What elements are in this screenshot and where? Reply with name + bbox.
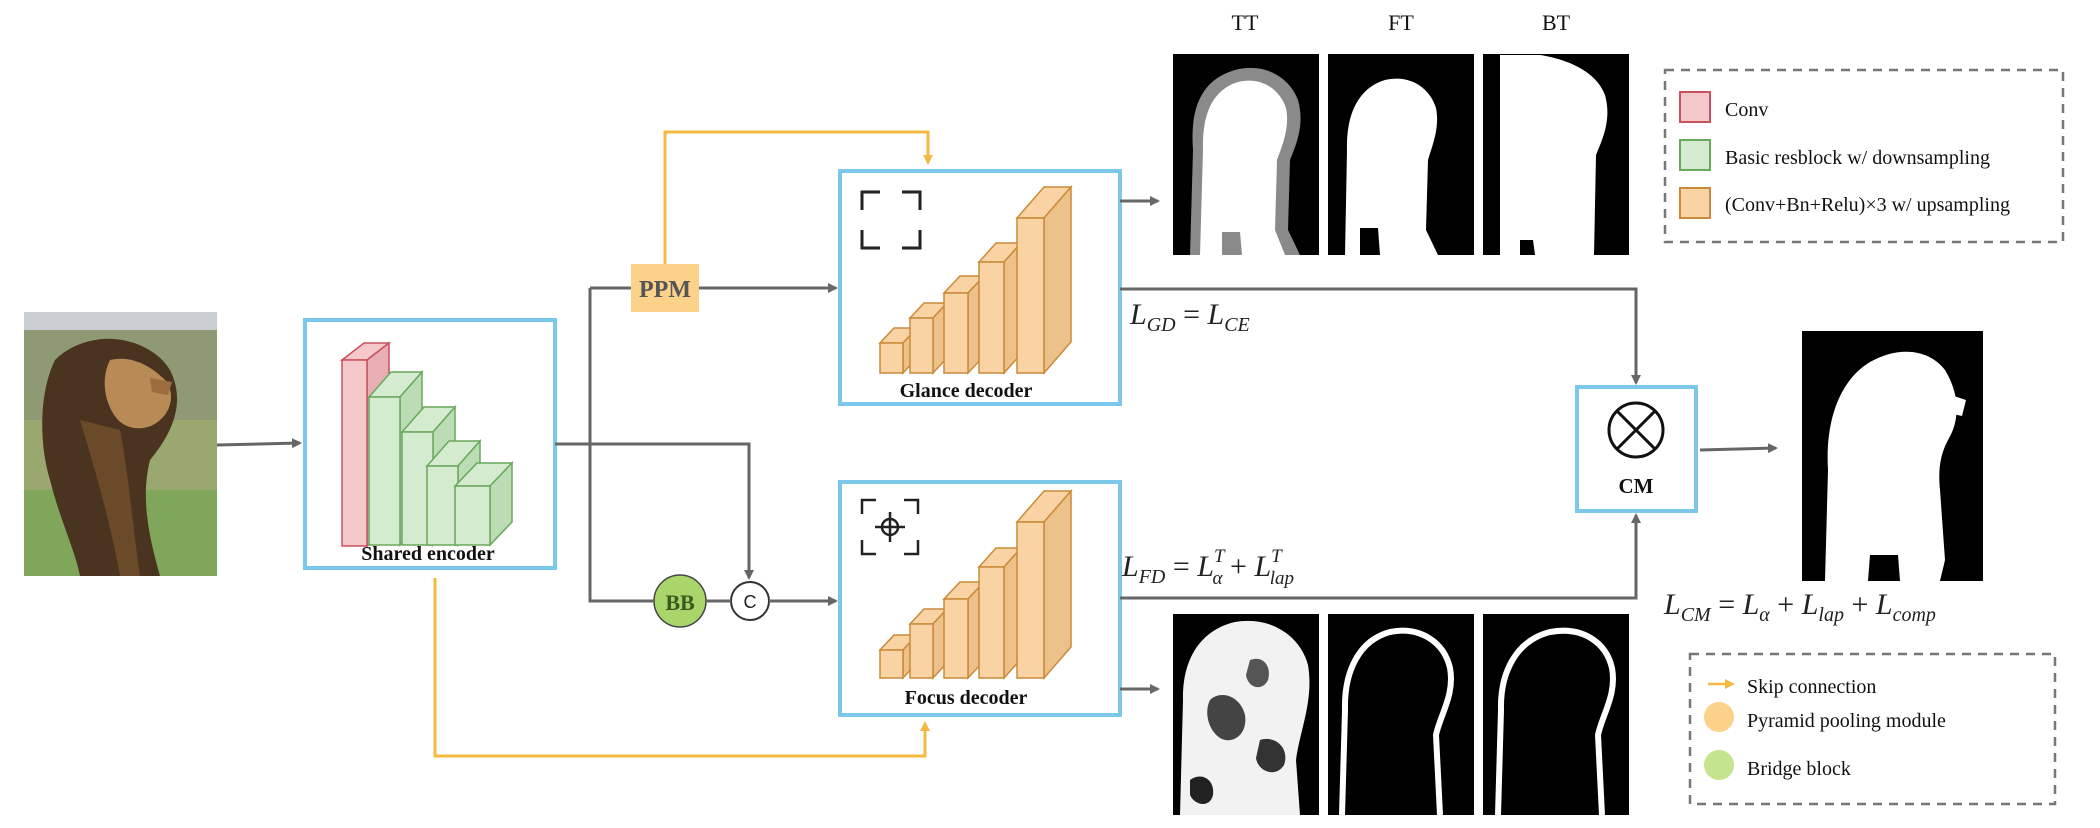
legend-bb-label: Bridge block: [1747, 758, 1851, 780]
legend-upsample-label: (Conv+Bn+Relu)×3 w/ upsampling: [1725, 194, 2010, 216]
cm-frame: [1575, 385, 1698, 513]
legend-ppm-label: Pyramid pooling module: [1747, 710, 1946, 732]
concat-node: C: [730, 581, 770, 621]
loss-cm: LCM = Lα + Llap + Lcomp: [1663, 588, 1936, 626]
shared-encoder-label: Shared encoder: [361, 543, 495, 565]
loss-fd: LFD = LT α + LT lap: [1121, 546, 1294, 589]
encoder-resblock-4: [453, 461, 514, 547]
bridge-block: BB: [653, 574, 707, 628]
full-view-icon: [860, 190, 922, 250]
shared-encoder: Shared encoder: [303, 318, 557, 570]
glance-output-maps: [1173, 54, 1629, 256]
arrow-focus-to-cm: [1120, 513, 1641, 600]
ppm-box: [631, 264, 699, 312]
legend-bb-circle-icon: [1704, 750, 1734, 780]
legend-blocks-frame: [1663, 68, 2065, 244]
arrow-encoder-branch: [588, 288, 654, 603]
column-header-ft: FT: [1388, 10, 1414, 35]
focus-decoder: Focus decoder: [838, 480, 1122, 717]
glance-upsampling-blocks: [878, 184, 1073, 376]
arrow-glance-to-cm: [1120, 287, 1641, 385]
skip-encoder-to-focus: [433, 578, 930, 758]
focus-decoder-label: Focus decoder: [905, 687, 1028, 709]
legend-upsample-swatch: [1679, 187, 1711, 219]
data-flow-arrows: [216, 196, 1778, 694]
legend-misc: Skip connection Pyramid pooling module B…: [1688, 652, 2057, 806]
ppm-module: PPM: [631, 264, 699, 312]
glance-decoder-label: Glance decoder: [900, 380, 1033, 402]
output-alpha-matte: [1802, 331, 1983, 581]
focus-output-maps: [1173, 614, 1629, 816]
arrow-cm-to-output: [1699, 443, 1778, 454]
legend-blocks: Conv Basic resblock w/ downsampling (Con…: [1663, 68, 2065, 244]
ppm-label: PPM: [639, 277, 691, 303]
legend-resblock-swatch: [1679, 139, 1711, 171]
focus-upsampling-blocks: [878, 488, 1073, 681]
legend-resblock-label: Basic resblock w/ downsampling: [1725, 147, 1990, 169]
skip-connections: [433, 130, 933, 758]
arrow-to-concat: [590, 442, 754, 580]
concat-label: C: [744, 592, 757, 612]
multiply-cross: [1615, 409, 1657, 451]
input-image: [24, 312, 217, 576]
glance-decoder: Glance decoder: [838, 169, 1122, 406]
legend-skip-label: Skip connection: [1747, 676, 1876, 698]
legend-misc-frame: [1688, 652, 2057, 806]
bb-label: BB: [665, 590, 695, 615]
crosshair-icon: [860, 498, 920, 556]
skip-ppm-to-glance: [663, 130, 933, 264]
legend-conv-label: Conv: [1725, 99, 1768, 121]
legend-conv-swatch: [1679, 91, 1711, 123]
cm-label: CM: [1619, 474, 1654, 498]
legend-ppm-circle-icon: [1704, 702, 1734, 732]
column-header-tt: TT: [1232, 10, 1259, 35]
loss-gd: LGD = LCE: [1129, 298, 1250, 336]
cm-module: CM: [1575, 385, 1698, 513]
column-header-bt: BT: [1542, 10, 1571, 35]
arrow-input-to-encoder: [216, 438, 302, 449]
focus-map-ft: [1328, 614, 1474, 815]
